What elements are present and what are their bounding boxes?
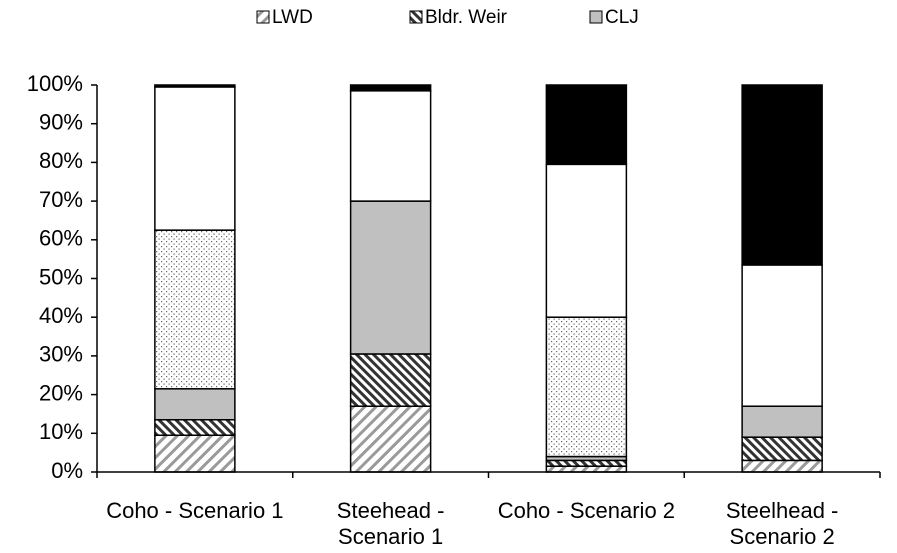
legend-swatch (409, 10, 423, 24)
x-tick-label: Steehead - Scenario 1 (336, 498, 445, 549)
bar-segment (545, 459, 628, 467)
bar-segment (349, 353, 432, 407)
bar-segment (545, 465, 628, 473)
legend-label: LWD (272, 7, 313, 28)
y-tick-label: 30% (39, 342, 83, 367)
bar-segment (349, 84, 432, 92)
bar-segment (545, 163, 628, 318)
y-tick-label: 20% (39, 380, 83, 405)
bar-segment (741, 405, 823, 438)
bar-segment (741, 264, 823, 407)
x-tick-label: Coho - Scenario 2 (497, 498, 676, 523)
bar-segment (154, 434, 236, 473)
y-tick-label: 40% (39, 303, 83, 328)
bar-segment (349, 200, 432, 355)
y-tick-label: 90% (39, 110, 83, 135)
bar-segment (349, 405, 432, 473)
legend-label: Bldr. Weir (425, 7, 508, 28)
bar-segment (154, 84, 236, 88)
bar-segment (154, 229, 236, 390)
bar-segment (545, 316, 628, 458)
y-tick-label: 70% (39, 187, 83, 212)
y-tick-label: 10% (39, 419, 83, 444)
legend-swatch (589, 10, 603, 24)
bar-segment (349, 90, 432, 202)
legend-label: CLJ (605, 7, 639, 28)
bar-segment (741, 84, 823, 266)
y-tick-label: 50% (39, 264, 83, 289)
bar-segment (154, 419, 236, 436)
bar-segment (545, 84, 628, 166)
y-tick-label: 80% (39, 148, 83, 173)
bar-segment (741, 459, 823, 473)
y-tick-label: 0% (51, 458, 83, 483)
bar-segment (154, 388, 236, 421)
legend-swatch (256, 10, 270, 24)
y-tick-label: 100% (27, 71, 83, 96)
x-tick-label: Steelhead - Scenario 2 (725, 498, 839, 549)
bar-segment (154, 86, 236, 231)
y-tick-label: 60% (39, 226, 83, 251)
x-tick-label: Coho - Scenario 1 (106, 498, 284, 523)
bar-segment (741, 436, 823, 462)
